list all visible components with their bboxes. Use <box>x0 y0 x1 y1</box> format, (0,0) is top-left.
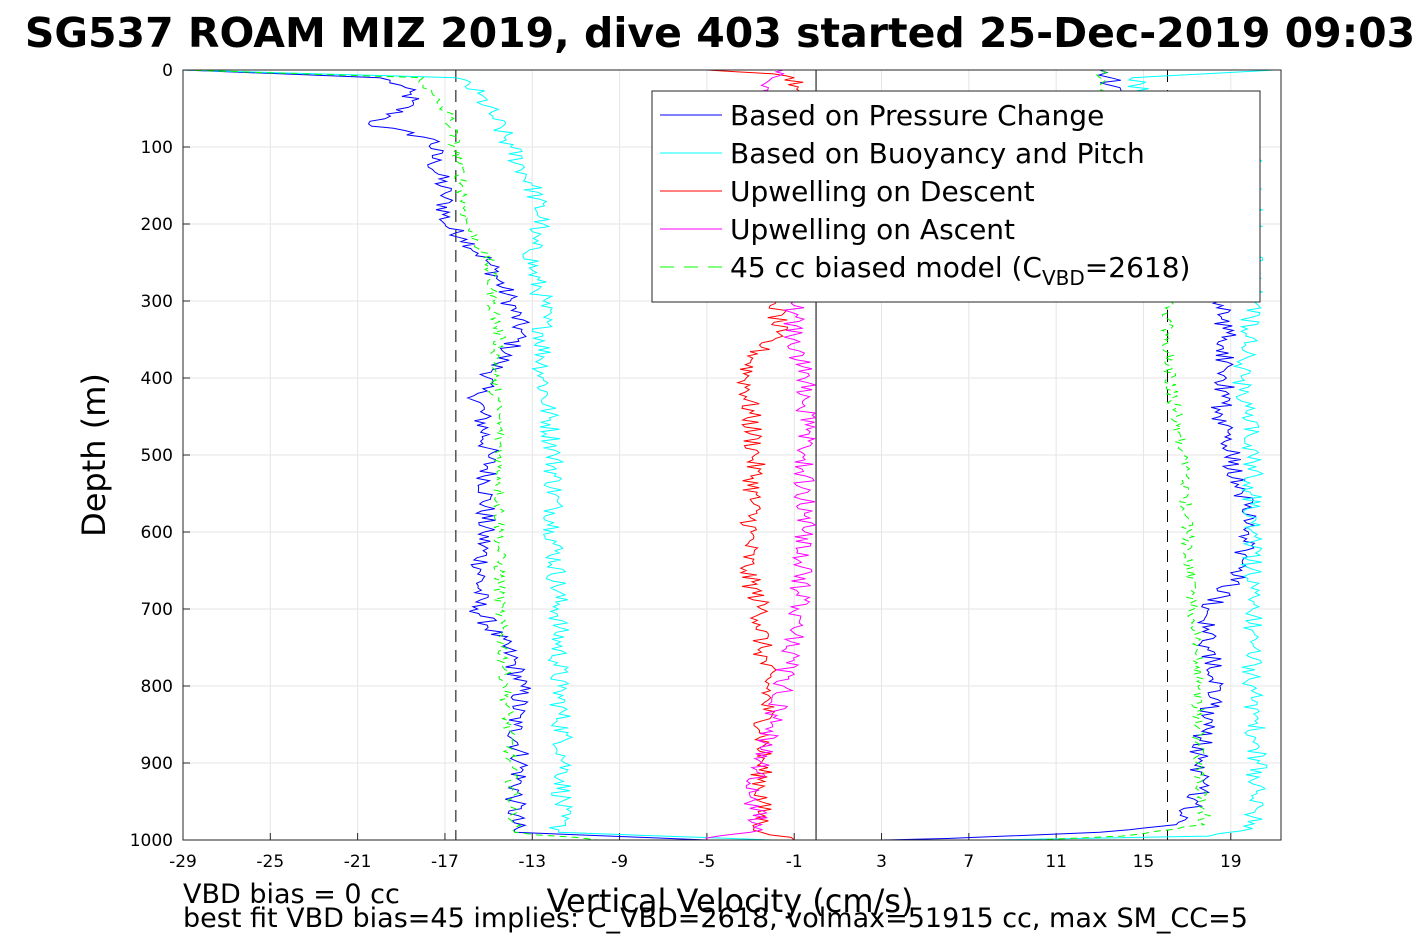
x-tick-label: -1 <box>786 852 803 872</box>
legend-entry: Based on Pressure Change <box>730 99 1104 132</box>
y-tick-label: 1000 <box>130 831 173 851</box>
y-tick-label: 300 <box>141 292 173 312</box>
series-line-5-descent <box>182 69 598 841</box>
y-tick-label: 500 <box>141 446 173 466</box>
x-tick-label: 15 <box>1133 852 1155 872</box>
y-tick-label: 0 <box>162 61 173 81</box>
y-tick-label: 800 <box>141 677 173 697</box>
legend-entry: Upwelling on Ascent <box>730 213 1015 246</box>
legend-box <box>651 90 1261 303</box>
x-tick-label: 7 <box>963 852 974 872</box>
x-tick-label: -21 <box>344 852 372 872</box>
y-tick-label: 200 <box>141 215 173 235</box>
x-tick-label: -17 <box>431 852 459 872</box>
y-axis-label: Depth (m) <box>75 373 113 537</box>
x-tick-label: 11 <box>1045 852 1067 872</box>
x-tick-label: 3 <box>876 852 887 872</box>
series-line-1-descent <box>182 69 707 841</box>
y-tick-label: 600 <box>141 523 173 543</box>
chart-title: SG537 ROAM MIZ 2019, dive 403 started 25… <box>25 9 1415 57</box>
x-tick-label: -25 <box>256 852 284 872</box>
x-tick-label: -13 <box>518 852 546 872</box>
y-tick-labels: 0 100 200 300 400 500 600 700 800 900 1000 <box>130 61 173 851</box>
x-tick-label: -29 <box>169 852 197 872</box>
legend-entry: Upwelling on Descent <box>730 175 1035 208</box>
y-tick-label: 400 <box>141 369 173 389</box>
series-line-2-descent <box>182 69 773 841</box>
footer-vbd-bias: VBD bias = 0 cc <box>183 879 400 910</box>
y-tick-label: 900 <box>141 754 173 774</box>
legend-entry: Based on Buoyancy and Pitch <box>730 137 1145 170</box>
footer-best-fit: best fit VBD bias=45 implies: C_VBD=2618… <box>183 903 1248 934</box>
x-tick-label: 19 <box>1220 852 1242 872</box>
y-tick-label: 100 <box>141 138 173 158</box>
plot-frame <box>182 69 1282 841</box>
x-tick-label: -5 <box>698 852 715 872</box>
x-tick-label: -9 <box>611 852 628 872</box>
legend-entry: 45 cc biased model (CVBD=2618) <box>730 251 1190 290</box>
y-tick-label: 700 <box>141 600 173 620</box>
x-axis-label: Vertical Velocity (cm/s) <box>547 882 914 920</box>
x-tick-labels: -29 -25 -21 -17 -13 -9 -5 -1 3 7 11 15 19 <box>169 852 1242 872</box>
legend: Based on Pressure Change Based on Buoyanc… <box>651 90 1261 303</box>
